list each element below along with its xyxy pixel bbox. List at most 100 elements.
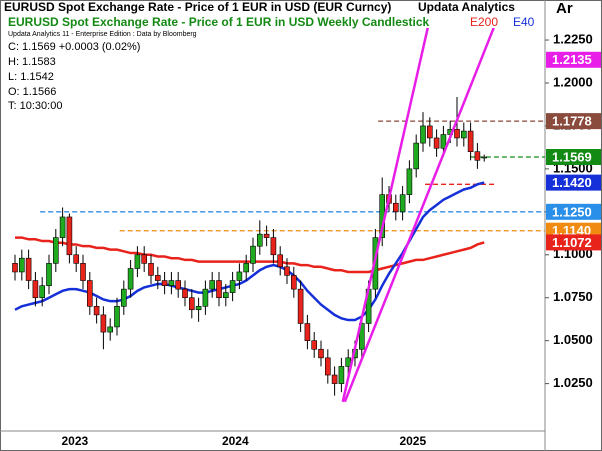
- candle-body: [107, 326, 113, 333]
- candle-body: [277, 254, 284, 268]
- y-tick-label: 1.0250: [553, 375, 593, 390]
- candle-body: [148, 263, 154, 276]
- candle-body: [59, 216, 66, 238]
- candle-body: [311, 340, 318, 350]
- info-box: Updata Analytics 11 - Enterprise Edition…: [8, 31, 197, 112]
- x-tick-label: 2023: [61, 434, 88, 448]
- candle-body: [440, 134, 447, 149]
- candle-body: [39, 285, 46, 299]
- candle-body: [433, 137, 440, 149]
- candle-body: [87, 280, 93, 307]
- candle-body: [474, 151, 481, 161]
- candle-body: [284, 266, 290, 276]
- candle-body: [25, 257, 32, 281]
- candle-body: [467, 130, 474, 152]
- trendline: [343, 28, 495, 403]
- candle-body: [413, 142, 420, 170]
- candle-body: [12, 263, 18, 273]
- candle-body: [250, 245, 256, 264]
- subtitle: EURUSD Spot Exchange Rate - Price of 1 E…: [8, 15, 430, 29]
- candle-body: [460, 130, 467, 139]
- axis-value-label: 1.1778: [552, 114, 592, 129]
- y-tick-label: 1.2250: [553, 31, 593, 46]
- candle-body: [229, 280, 236, 293]
- axis-value-label: 1.1250: [552, 204, 592, 219]
- legend-entry: E200: [470, 15, 498, 29]
- info-line: O: 1.1566: [8, 86, 56, 98]
- candle-body: [324, 357, 331, 376]
- candle-body: [93, 306, 100, 316]
- candle-body: [155, 275, 161, 281]
- candle-body: [297, 288, 304, 324]
- info-source: Updata Analytics 11 - Enterprise Edition…: [8, 31, 197, 38]
- axis-value-box: [546, 51, 601, 68]
- candle-body: [331, 374, 338, 384]
- candle-body: [236, 271, 243, 281]
- axis-value-label: 1.2135: [552, 52, 592, 67]
- candle-body: [481, 156, 488, 159]
- candle-body: [399, 194, 406, 213]
- chart-title: EURUSD Spot Exchange Rate - Price of 1 E…: [4, 0, 391, 14]
- axis-value-box: [546, 174, 601, 191]
- info-line: H: 1.1583: [8, 56, 56, 68]
- trendline: [341, 28, 429, 403]
- x-tick-label: 2025: [399, 434, 426, 448]
- axis-value-label: 1.1569: [552, 149, 592, 164]
- candle-body: [392, 202, 399, 213]
- candle-body: [127, 268, 134, 290]
- y-tick-label: 1.0750: [553, 289, 593, 304]
- candle-body: [216, 280, 222, 299]
- candle-body: [100, 314, 107, 333]
- candle-body: [195, 306, 202, 311]
- candle-body: [32, 280, 39, 299]
- candle-body: [121, 288, 127, 307]
- info-line: T: 10:30:00: [8, 100, 62, 112]
- info-line: C: 1.1569 +0.0003 (0.02%): [8, 41, 140, 53]
- candle-body: [134, 254, 141, 269]
- axis-value-box: [546, 149, 601, 166]
- legend-entry: E40: [513, 15, 535, 29]
- candle-body: [338, 366, 345, 384]
- candle-body: [270, 237, 277, 256]
- candle-body: [141, 254, 147, 264]
- moving-average: [15, 236, 485, 274]
- candle-body: [256, 233, 263, 247]
- axis-value-box: [546, 234, 601, 251]
- candle-body: [168, 280, 175, 286]
- y-tick-label: 1.2000: [553, 74, 593, 89]
- axis-value-box: [546, 203, 601, 220]
- candle-body: [202, 288, 209, 307]
- candle-body: [114, 306, 120, 328]
- candle-body: [426, 125, 433, 139]
- candle-body: [318, 348, 324, 359]
- candle-body: [290, 275, 297, 290]
- corner-label: Ar: [556, 0, 573, 17]
- axis-value-label: 1.1072: [552, 235, 592, 250]
- candle-body: [46, 263, 52, 286]
- candle-body: [80, 263, 86, 281]
- axis-value-label: 1.1420: [552, 175, 592, 190]
- candle-body: [304, 323, 311, 341]
- candle-body: [18, 257, 25, 273]
- candle-body: [73, 254, 79, 264]
- info-line: L: 1.1542: [8, 71, 54, 83]
- candle-body: [263, 233, 270, 238]
- candle-body: [182, 288, 188, 299]
- candle-body: [406, 168, 413, 195]
- axis-value-box: [546, 113, 601, 130]
- plot-area: [12, 28, 545, 403]
- y-axis: 1.02501.05001.07501.10001.12501.15001.17…: [545, 31, 601, 390]
- candle-body: [161, 280, 168, 286]
- candle-body: [223, 292, 229, 299]
- candle-body: [454, 129, 460, 139]
- candle-body: [420, 125, 426, 144]
- candle-body: [189, 297, 195, 311]
- candle-body: [52, 237, 59, 264]
- candle-body: [175, 280, 181, 290]
- x-tick-label: 2024: [222, 434, 249, 448]
- candle-body: [66, 216, 73, 256]
- candle-body: [243, 263, 249, 273]
